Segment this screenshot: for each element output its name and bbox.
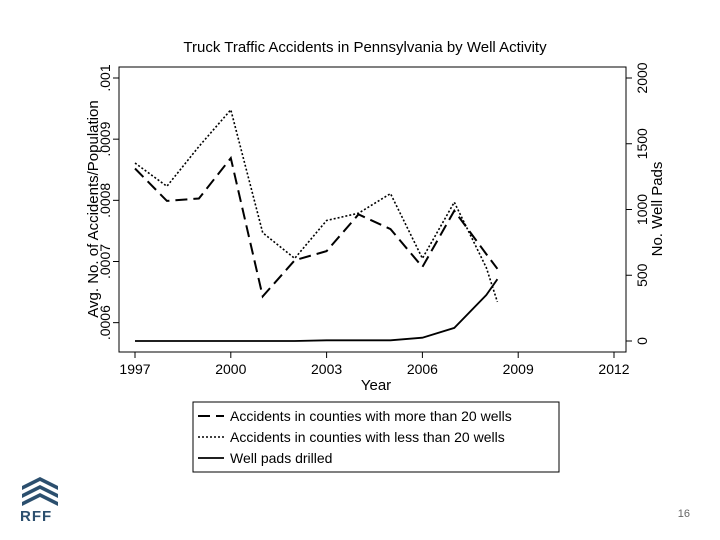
y-axis-left-label: Avg. No. of Accidents/Population (85, 100, 102, 317)
legend-label: Accidents in counties with more than 20 … (230, 408, 512, 424)
y-right-tick-label: 1000 (634, 194, 650, 225)
series-line-1 (134, 108, 499, 303)
rff-logo-text: RFF (20, 508, 53, 525)
x-tick-label: 2012 (598, 361, 629, 377)
chart-title: Truck Traffic Accidents in Pennsylvania … (183, 39, 547, 56)
y-right-tick-label: 0 (634, 337, 650, 345)
y-left-tick-label: .0006 (97, 305, 113, 340)
x-tick-label: 2006 (407, 361, 438, 377)
y-left-tick-label: .0009 (97, 121, 113, 156)
y-right-tick-label: 500 (634, 263, 650, 287)
y-axis-right-label: No. Well Pads (649, 162, 666, 257)
legend-label: Accidents in counties with less than 20 … (230, 429, 505, 445)
x-tick-label: 2000 (215, 361, 246, 377)
y-left-tick-label: .001 (97, 64, 113, 91)
y-axis-right: 0 500 1000 1500 2000 (626, 62, 650, 345)
y-right-tick-label: 1500 (634, 128, 650, 159)
x-tick-label: 2009 (503, 361, 534, 377)
legend-label: Well pads drilled (230, 450, 332, 466)
y-left-tick-label: .0008 (97, 183, 113, 218)
x-tick-label: 2003 (311, 361, 342, 377)
y-right-tick-label: 2000 (634, 62, 650, 93)
rff-logo-icon (22, 477, 58, 506)
x-axis-label: Year (361, 377, 391, 394)
legend-box (192, 401, 560, 473)
x-tick-label: 1997 (119, 361, 150, 377)
legend: Accidents in counties with more than 20 … (192, 401, 560, 473)
series-line-2 (135, 278, 499, 342)
series-line-0 (134, 155, 499, 299)
x-axis: 1997 2000 2003 2006 2009 2012 (119, 352, 630, 377)
rff-logo: RFF (18, 474, 62, 526)
y-left-tick-label: .0007 (97, 244, 113, 279)
series-layer (134, 108, 499, 342)
slide-number: 16 (677, 508, 690, 520)
plot-frame (118, 66, 627, 353)
y-axis-left: .0006 .0007 .0008 .0009 .001 (97, 64, 119, 340)
